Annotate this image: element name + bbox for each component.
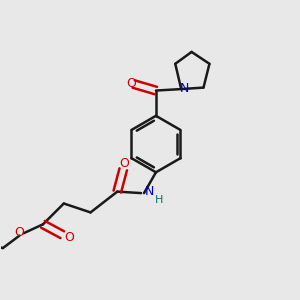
Text: O: O [15,226,25,239]
Text: O: O [126,76,136,90]
Text: N: N [145,185,154,198]
Text: O: O [64,231,74,244]
Text: O: O [119,158,129,170]
Text: H: H [155,195,164,205]
Text: N: N [180,82,190,95]
